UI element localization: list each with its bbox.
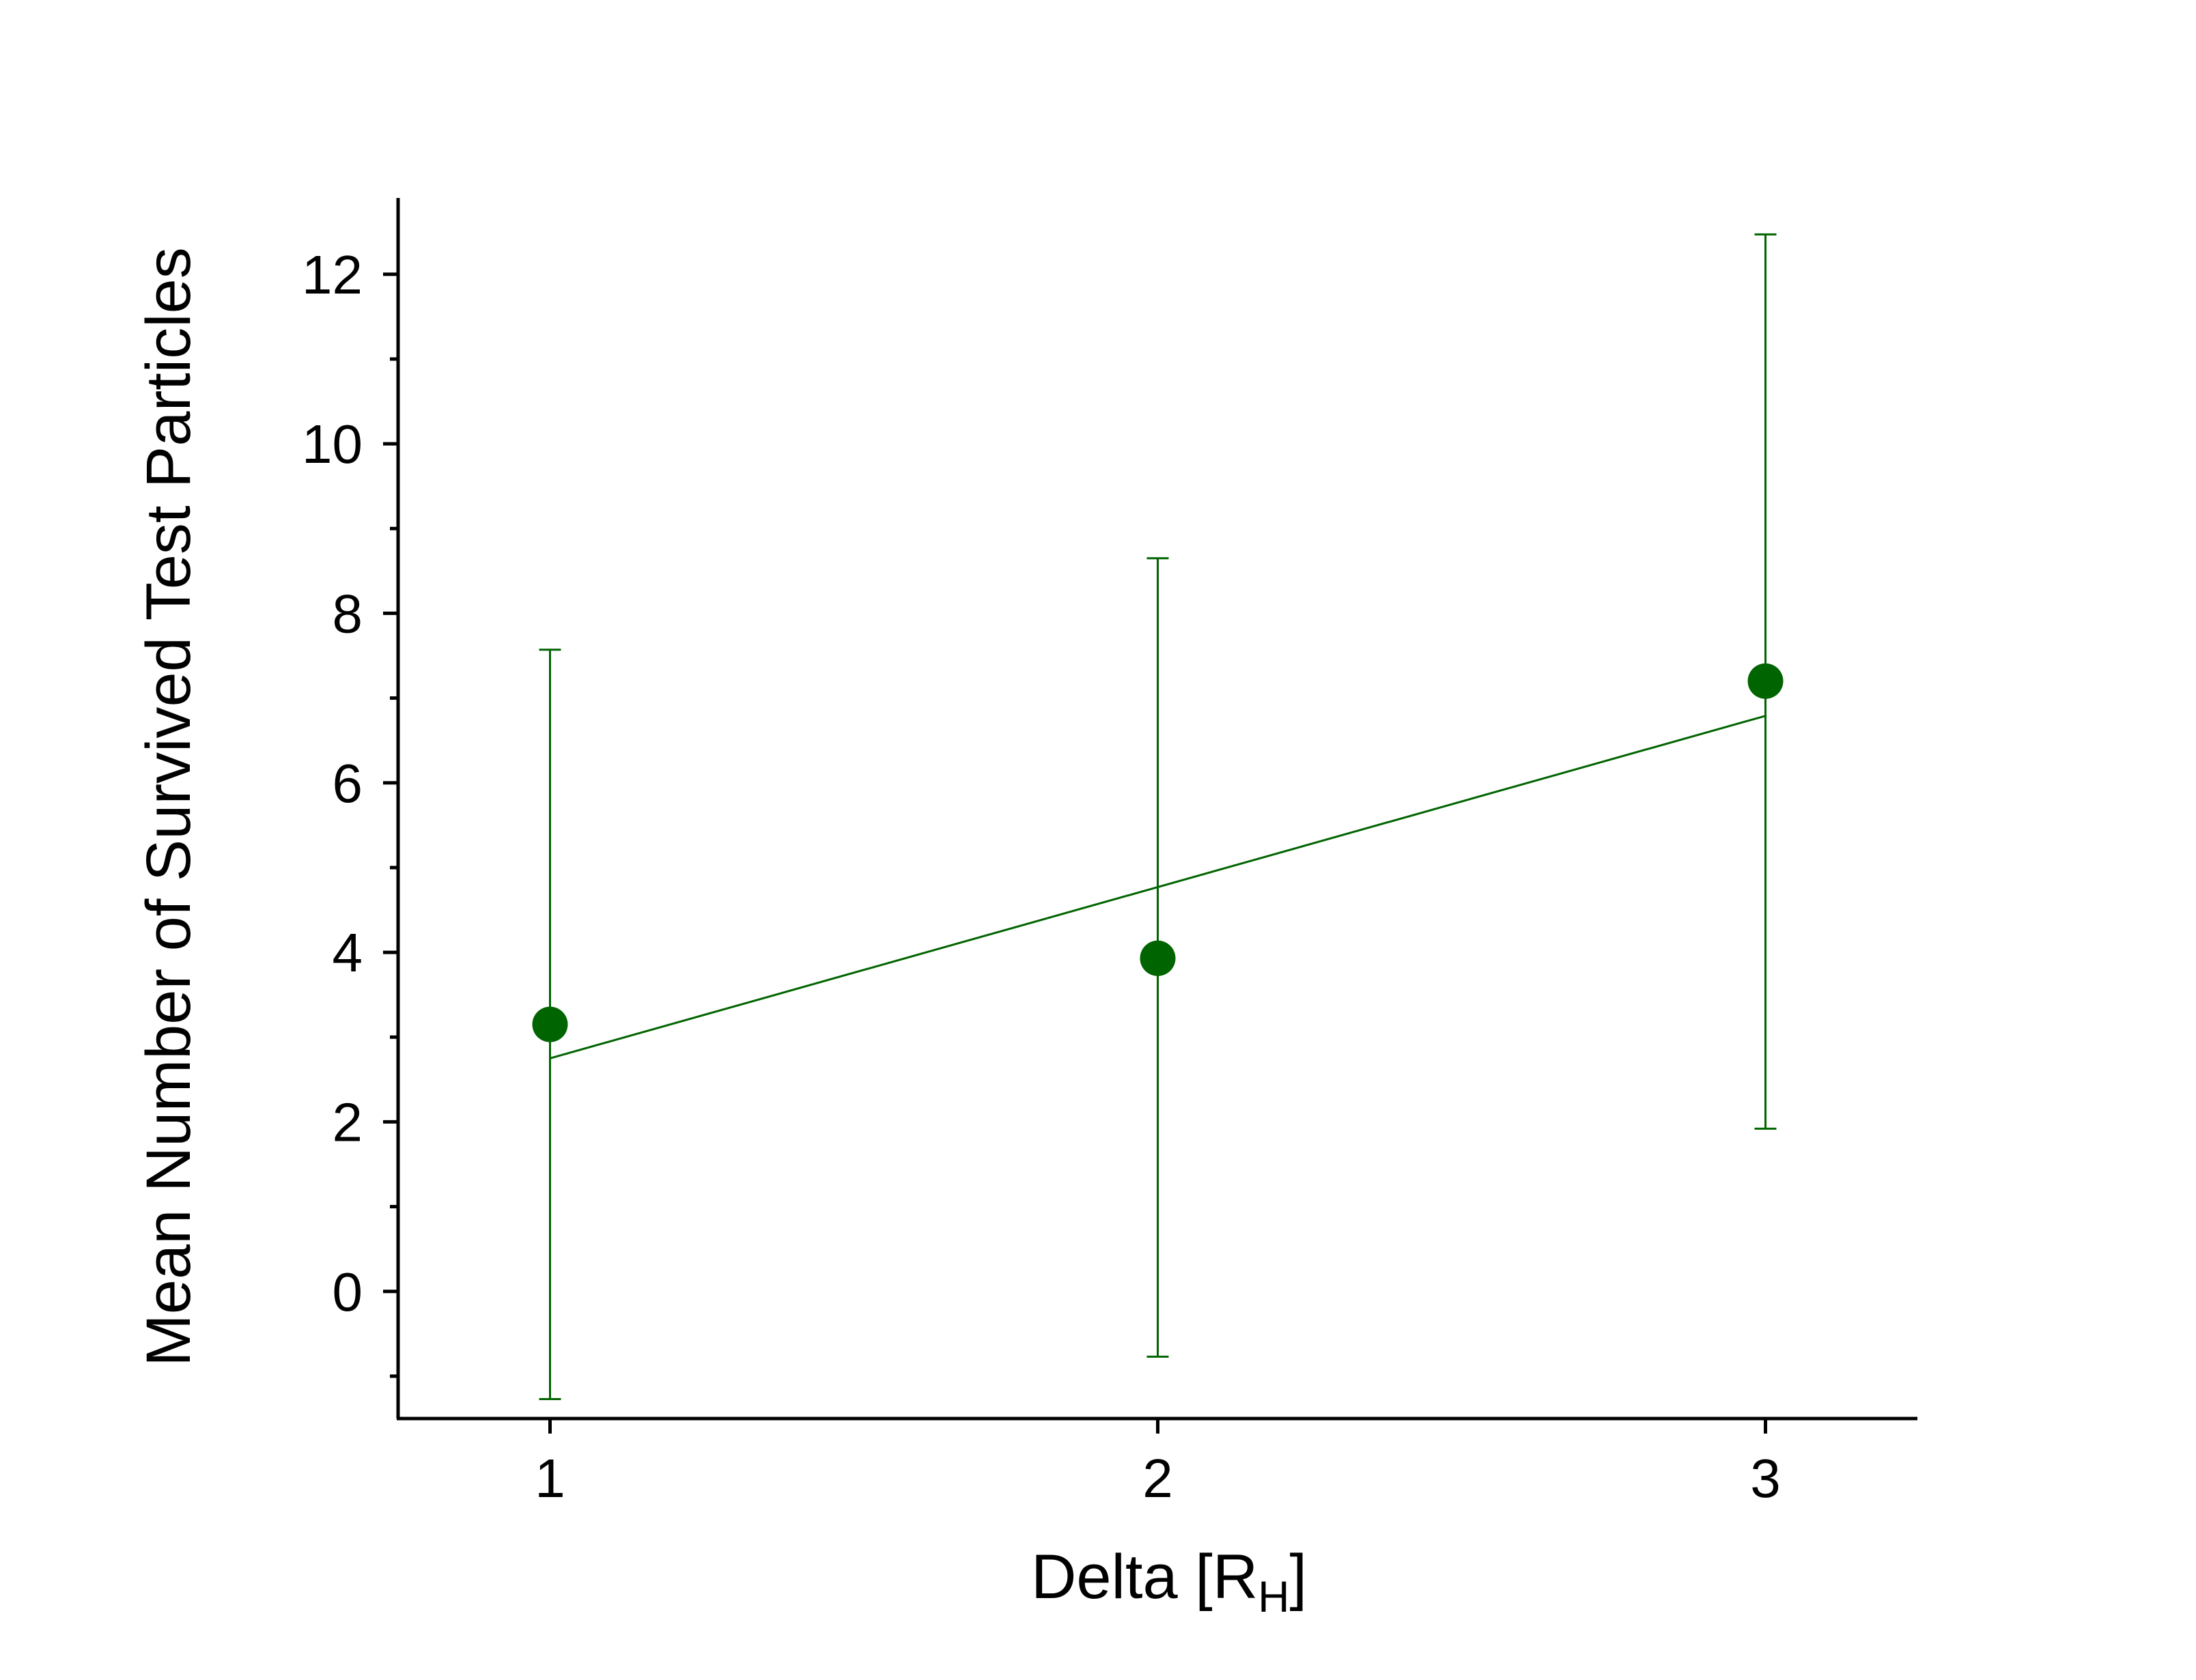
error-bars: [539, 233, 1777, 1400]
x-axis-title-main: Delta [R: [1031, 1542, 1258, 1612]
x-axis-title-suffix: ]: [1290, 1542, 1308, 1612]
axes: [383, 198, 1917, 1434]
x-tick-label: 3: [1750, 1448, 1781, 1509]
data-point: [532, 1006, 568, 1042]
y-tick-label: 8: [333, 583, 363, 644]
y-tick-label: 4: [333, 922, 363, 983]
y-tick-label: 6: [333, 753, 363, 814]
x-tick-label: 2: [1142, 1448, 1173, 1509]
data-point: [1140, 940, 1176, 976]
y-axis-title: Mean Number of Survived Test Particles: [134, 247, 203, 1367]
y-tick-label: 2: [333, 1092, 363, 1152]
y-tick-label: 0: [333, 1262, 363, 1322]
x-tick-label: 1: [535, 1448, 565, 1509]
data-points: [532, 663, 1784, 1042]
y-tick-label: 10: [302, 414, 363, 474]
x-axis-title: Delta [RH]: [1031, 1542, 1307, 1621]
data-point: [1747, 663, 1784, 699]
y-tick-label: 12: [302, 244, 363, 305]
x-axis-title-subscript: H: [1258, 1572, 1289, 1621]
